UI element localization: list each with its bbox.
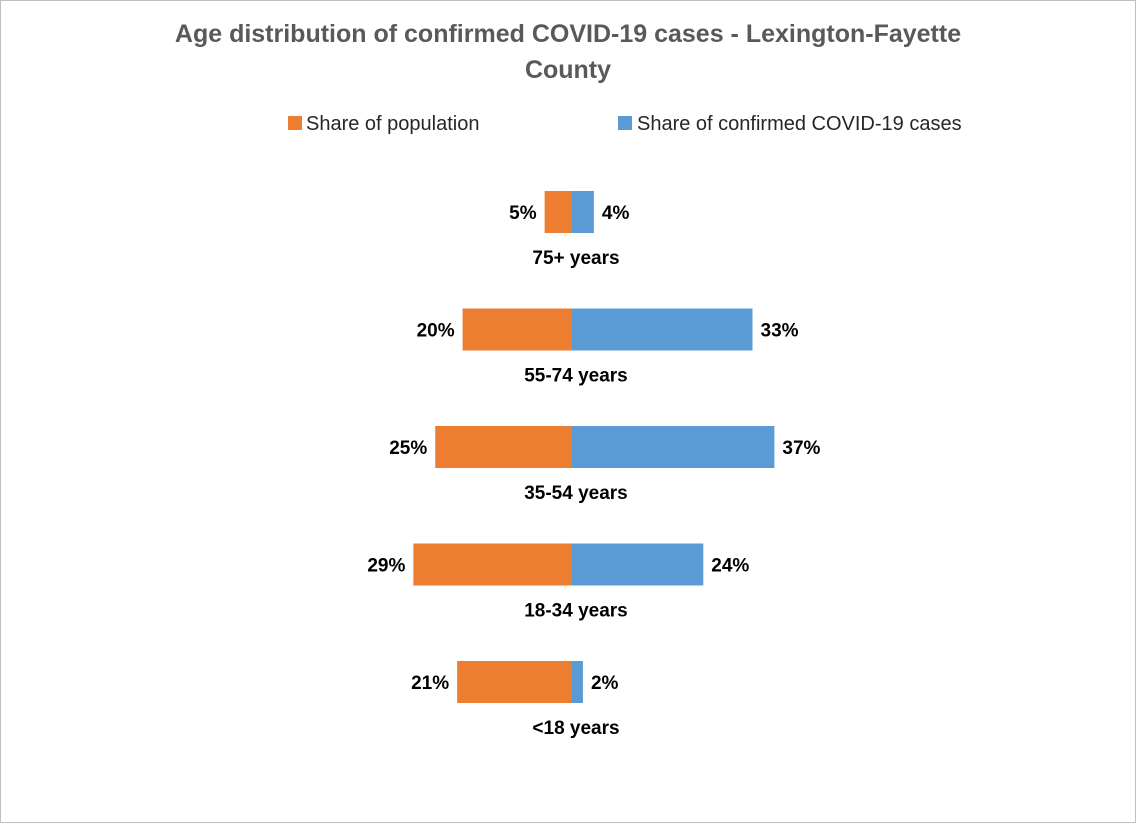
- bar-population-55-74-years: [462, 308, 572, 351]
- bar-cases-75-years: [572, 191, 594, 233]
- bar-cases-18-34-years: [572, 543, 704, 586]
- value-label-population-75-years: 5%: [509, 203, 537, 224]
- category-label-18-years: <18 years: [532, 718, 619, 739]
- value-label-population-18-34-years: 29%: [367, 556, 405, 577]
- legend-swatch-population: [288, 116, 302, 130]
- chart-title-line-1: Age distribution of confirmed COVID-19 c…: [175, 20, 961, 48]
- bar-cases-18-years: [572, 661, 583, 703]
- value-label-population-18-years: 21%: [411, 673, 449, 694]
- value-label-cases-55-74-years: 33%: [761, 321, 799, 342]
- chart-bars: [413, 191, 775, 703]
- bar-population-75-years: [544, 191, 572, 233]
- bar-population-35-54-years: [435, 426, 572, 468]
- chart-title: Age distribution of confirmed COVID-19 c…: [175, 20, 961, 84]
- chart-legend: Share of population Share of confirmed C…: [288, 113, 962, 135]
- chart-labels: 5% 4% 75+ years 20% 33% 55-74 years 25% 37% 35-5…: [367, 203, 820, 739]
- value-label-population-35-54-years: 25%: [389, 438, 427, 459]
- legend-label-cases: Share of confirmed COVID-19 cases: [637, 113, 962, 135]
- legend-swatch-cases: [618, 116, 632, 130]
- value-label-cases-18-years: 2%: [591, 673, 619, 694]
- category-label-18-34-years: 18-34 years: [524, 601, 628, 622]
- value-label-population-55-74-years: 20%: [417, 321, 455, 342]
- bar-population-18-years: [457, 661, 572, 703]
- bar-population-18-34-years: [413, 543, 572, 586]
- value-label-cases-75-years: 4%: [602, 203, 630, 224]
- value-label-cases-35-54-years: 37%: [782, 438, 820, 459]
- bar-cases-55-74-years: [572, 308, 753, 351]
- legend-label-population: Share of population: [306, 113, 479, 135]
- bar-cases-35-54-years: [572, 426, 775, 468]
- category-label-35-54-years: 35-54 years: [524, 483, 628, 504]
- category-label-75-years: 75+ years: [532, 248, 619, 269]
- category-label-55-74-years: 55-74 years: [524, 366, 628, 387]
- chart-title-line-2: County: [525, 56, 611, 84]
- value-label-cases-18-34-years: 24%: [711, 556, 749, 577]
